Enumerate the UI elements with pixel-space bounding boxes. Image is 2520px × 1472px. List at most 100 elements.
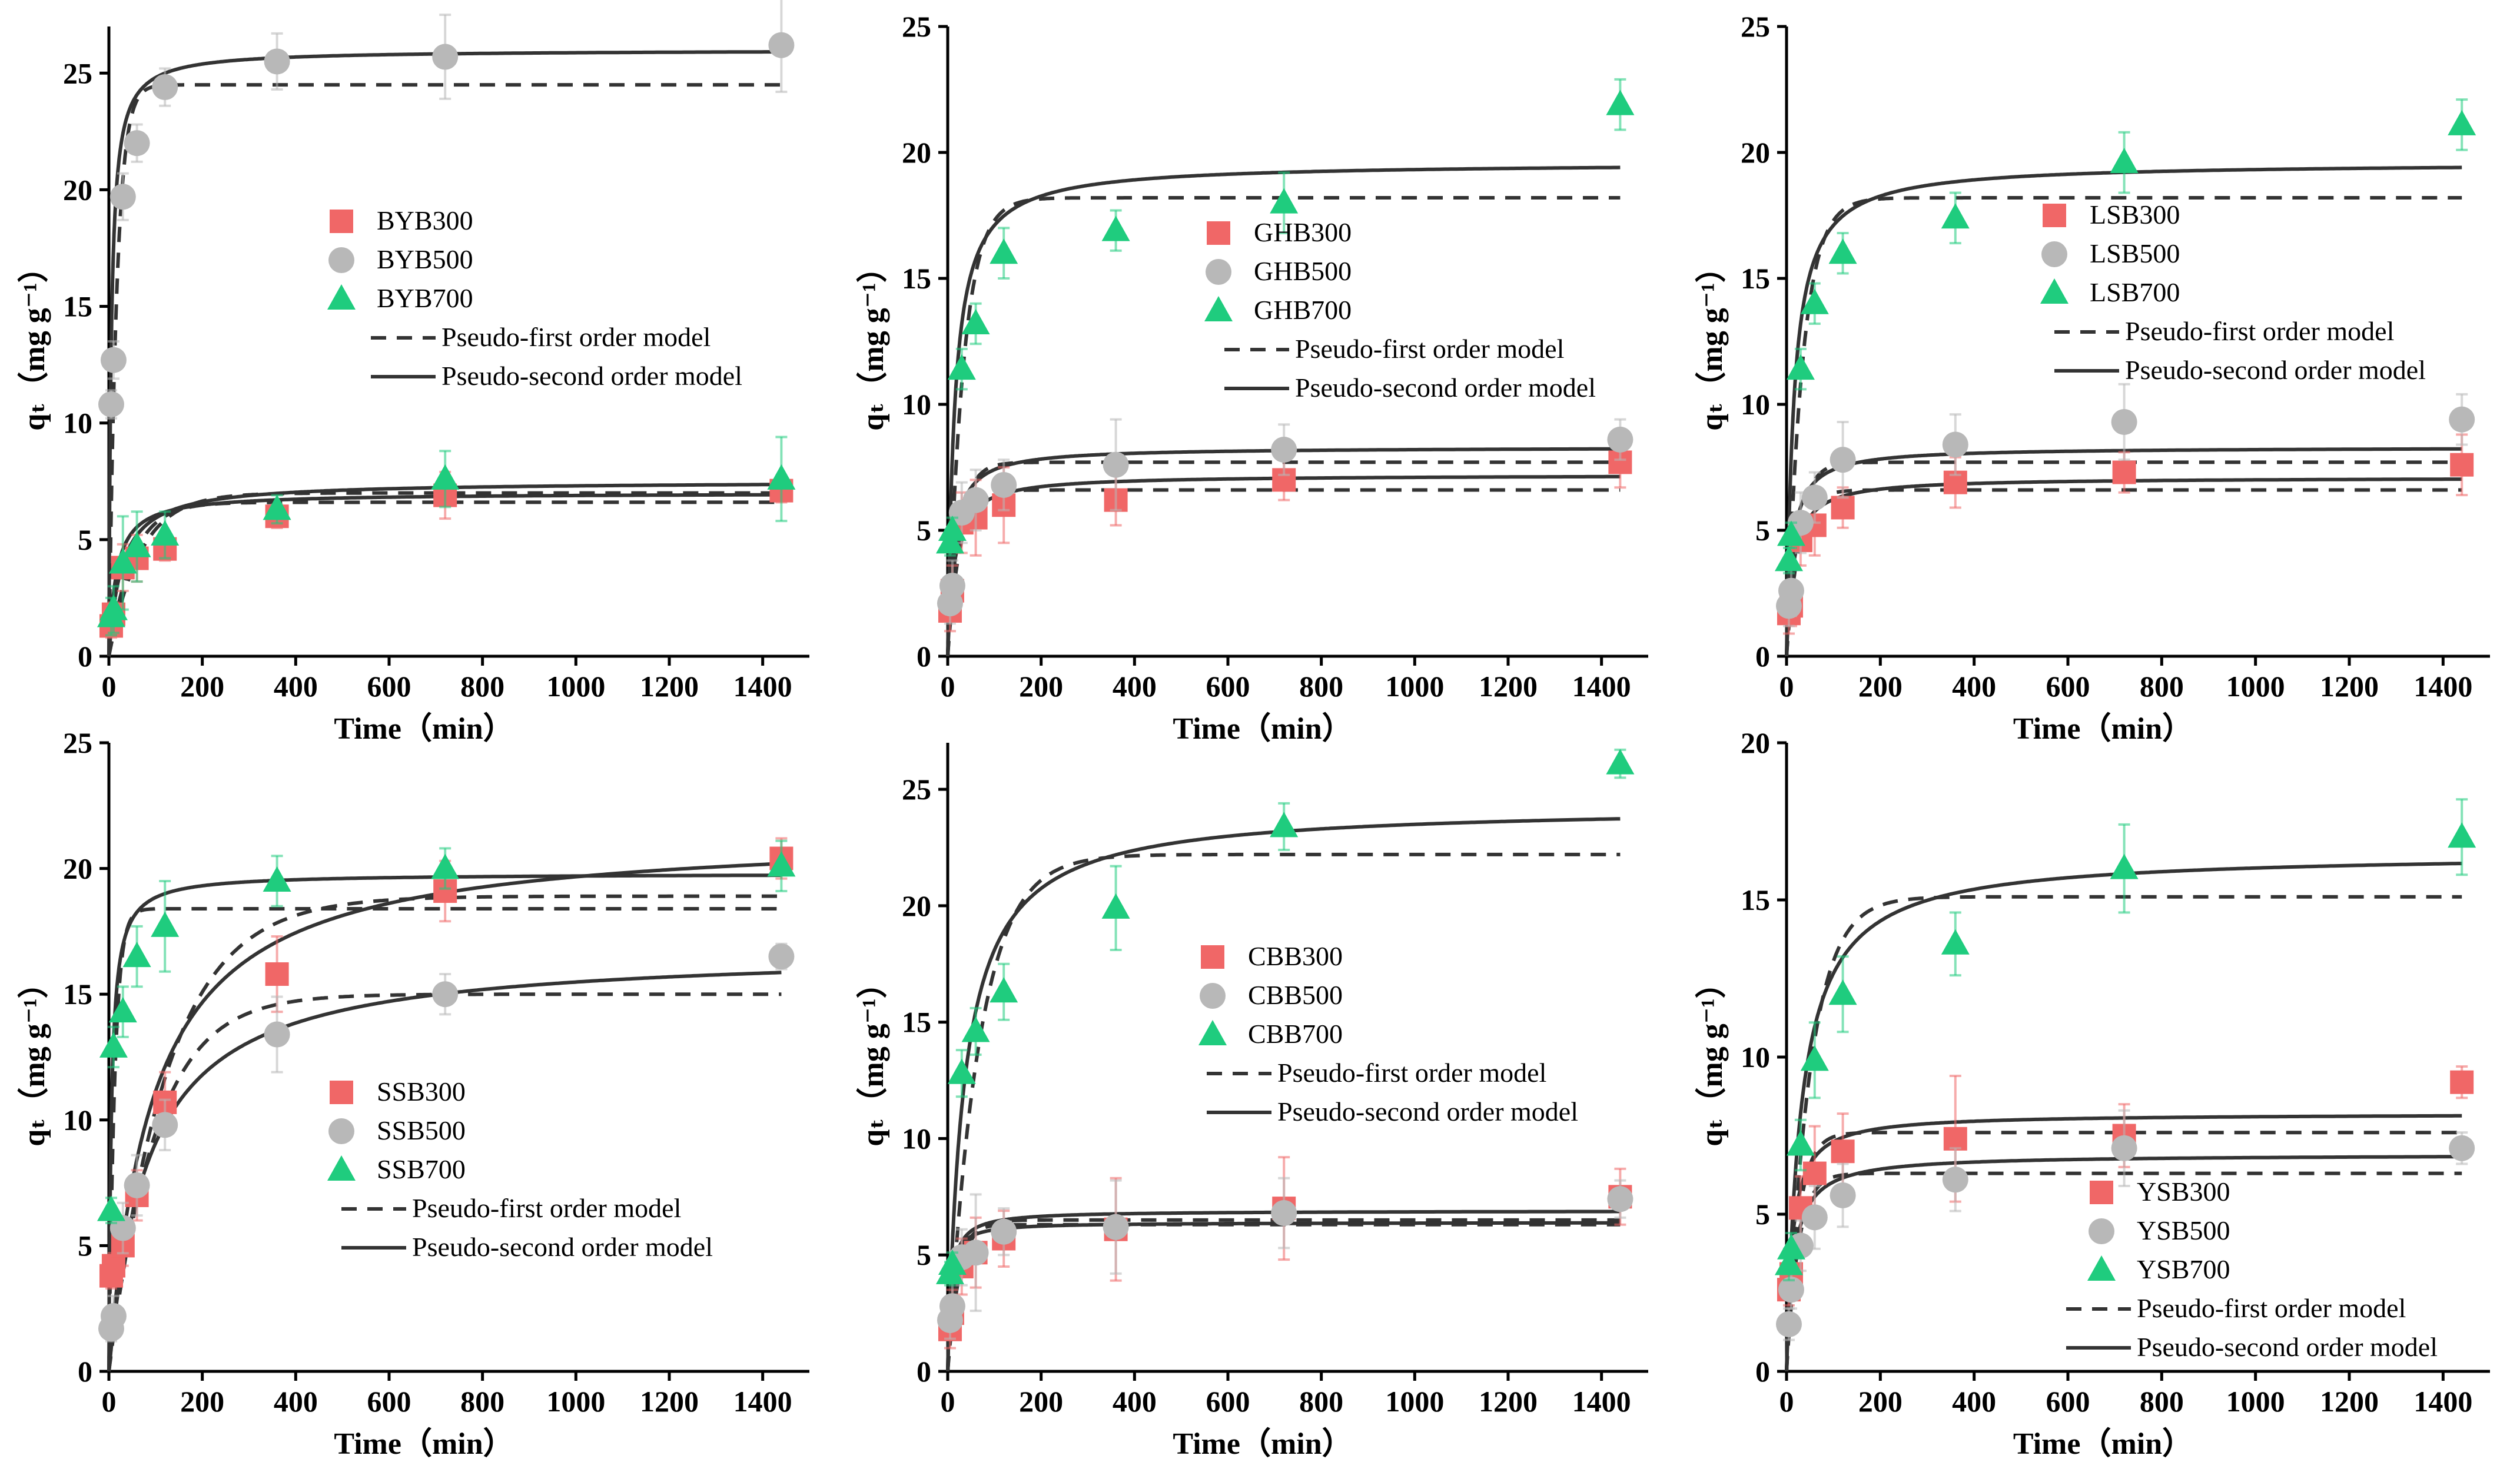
pseudo-first-order-curve	[107, 992, 782, 1372]
legend-marker-triangle	[1204, 296, 1233, 321]
y-tick-label: 5	[917, 514, 931, 547]
legend-label: GHB300	[1254, 217, 1352, 247]
x-tick-label: 400	[1113, 670, 1157, 703]
panel-ghb: 0 200 400 600 800 1000 1200 1400 0 5 10 15 20 25 Time（…	[856, 10, 1648, 746]
y-axis-title: qₜ（mg g⁻¹）	[856, 252, 890, 431]
x-tick-label: 200	[1858, 1385, 1903, 1418]
x-tick-label: 1000	[2226, 670, 2285, 703]
y-tick-label: 10	[63, 1104, 92, 1137]
y-tick-label: 5	[1755, 514, 1770, 547]
data-point-lsb700	[2110, 148, 2139, 174]
data-point-byb700	[431, 464, 460, 490]
data-point-lsb300	[2450, 453, 2474, 477]
legend-label: Pseudo-second order model	[412, 1232, 713, 1262]
y-tick-label: 10	[902, 388, 931, 421]
x-tick-label: 1400	[2413, 1385, 2472, 1418]
data-point-ghb700	[947, 354, 976, 380]
y-tick-label: 25	[902, 10, 931, 43]
x-tick-label: 1000	[1385, 670, 1444, 703]
y-tick-label: 0	[78, 1355, 92, 1388]
y-axis-title: qₜ（mg g⁻¹）	[1695, 968, 1729, 1147]
legend: YSB300 YSB500 YSB700 Pseudo-first order mod…	[2066, 1177, 2438, 1362]
data-point-ssb700	[97, 1195, 125, 1221]
legend-label: SSB500	[377, 1115, 466, 1145]
pseudo-second-order-curve	[107, 50, 782, 656]
legend-marker-square	[1201, 945, 1224, 969]
data-point-byb700	[108, 548, 137, 574]
pseudo-second-order-curve	[946, 817, 1621, 1371]
y-tick-label: 10	[902, 1122, 931, 1155]
pseudo-first-order-curve	[946, 196, 1621, 656]
legend-label: Pseudo-second order model	[441, 361, 742, 391]
data-point-ssb700	[151, 911, 180, 937]
data-point-ssb700	[767, 851, 796, 877]
data-point-cbb500	[1103, 1214, 1129, 1240]
pseudo-second-order-curve	[1785, 862, 2462, 1371]
y-tick-label: 15	[63, 290, 92, 323]
data-point-lsb700	[1800, 288, 1829, 314]
legend-marker-square	[330, 1081, 353, 1104]
y-tick-label: 25	[63, 726, 92, 759]
x-tick-label: 200	[1019, 1385, 1063, 1418]
x-tick-label: 0	[1779, 670, 1794, 703]
data-point-cbb700	[1606, 749, 1635, 775]
pseudo-second-order-curve	[946, 474, 1621, 656]
x-tick-label: 1200	[640, 670, 699, 703]
legend-label: SSB300	[377, 1076, 466, 1107]
data-point-byb500	[264, 48, 290, 75]
data-point-byb500	[432, 44, 459, 70]
legend: CBB300 CBB500 CBB700 Pseudo-first order mod…	[1198, 941, 1578, 1127]
x-tick-label: 600	[2046, 1385, 2090, 1418]
y-tick-label: 0	[1755, 640, 1770, 673]
data-point-ssb700	[263, 866, 291, 892]
data-point-ysb300	[2450, 1070, 2474, 1094]
legend-label: YSB500	[2137, 1215, 2230, 1245]
y-tick-label: 10	[1741, 1041, 1770, 1074]
data-point-cbb500	[962, 1240, 989, 1266]
y-tick-label: 25	[63, 57, 92, 89]
legend: LSB300 LSB500 LSB700 Pseudo-first order mod…	[2040, 200, 2426, 385]
x-tick-label: 1400	[1572, 670, 1631, 703]
x-axis-title: Time（min）	[2013, 1427, 2193, 1461]
x-tick-label: 1000	[546, 1385, 605, 1418]
legend-label: Pseudo-second order model	[1295, 373, 1596, 403]
x-tick-label: 1400	[1572, 1385, 1631, 1418]
data-point-ghb700	[990, 238, 1018, 264]
x-axis-title: Time（min）	[334, 712, 513, 746]
y-tick-label: 25	[1741, 10, 1770, 43]
data-point-byb700	[263, 494, 291, 520]
data-point-ghb700	[1606, 89, 1635, 115]
data-point-ghb500	[991, 471, 1017, 498]
y-tick-label: 15	[63, 978, 92, 1011]
x-tick-label: 1400	[2413, 670, 2472, 703]
y-tick-label: 20	[902, 136, 931, 169]
data-point-ysb300	[1943, 1127, 1967, 1151]
legend-label: CBB700	[1248, 1019, 1343, 1049]
data-point-lsb700	[2448, 109, 2476, 135]
y-tick-label: 5	[917, 1238, 931, 1271]
y-tick-label: 0	[917, 1355, 931, 1388]
x-tick-label: 400	[274, 670, 318, 703]
data-point-byb500	[124, 130, 150, 157]
data-point-ysb700	[1941, 929, 1970, 955]
data-point-ysb700	[1786, 1130, 1815, 1156]
x-tick-label: 0	[941, 1385, 955, 1418]
data-point-byb700	[99, 594, 128, 620]
y-tick-label: 15	[1741, 883, 1770, 916]
y-tick-label: 5	[1755, 1198, 1770, 1231]
legend-label: GHB500	[1254, 256, 1352, 286]
data-point-ssb500	[264, 1021, 290, 1048]
legend-label: CBB300	[1248, 941, 1343, 971]
data-point-cbb500	[1271, 1200, 1297, 1227]
x-tick-label: 1000	[546, 670, 605, 703]
data-point-ysb500	[1775, 1311, 1802, 1337]
data-point-lsb700	[1941, 203, 1970, 229]
data-point-lsb700	[1786, 354, 1815, 380]
pseudo-second-order-curve	[946, 165, 1621, 656]
x-tick-label: 1400	[733, 670, 792, 703]
data-point-byb500	[109, 184, 136, 210]
data-point-ssb700	[99, 1032, 128, 1058]
pseudo-first-order-curve	[1785, 196, 2462, 656]
pseudo-first-order-curve	[1785, 895, 2462, 1371]
